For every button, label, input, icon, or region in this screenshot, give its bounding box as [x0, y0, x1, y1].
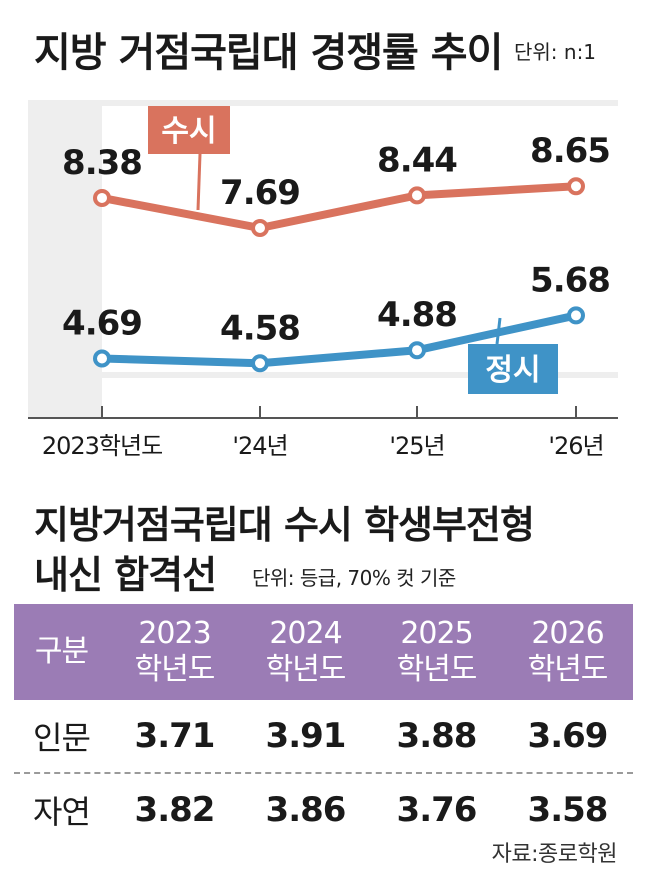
header-suffix: 학년도	[527, 652, 609, 687]
table-cell: 3.88	[396, 716, 478, 756]
series-tag-label: 정시	[485, 353, 540, 388]
data-point	[251, 218, 269, 237]
table-title-line2: 내신 합격선	[34, 553, 217, 597]
header-year-2025: 2025 학년도	[371, 604, 502, 700]
table-cell: 3.86	[265, 790, 347, 830]
x-tick-label: '24년	[232, 432, 287, 460]
data-point	[567, 177, 585, 196]
data-label: 4.88	[377, 295, 457, 335]
series-tag-box	[468, 344, 558, 394]
table-header: 구분 2023 학년도 2024 학년도 2025 학년도 2026 학년도	[14, 604, 633, 700]
data-point	[567, 306, 585, 325]
table-cell: 3.82	[134, 790, 216, 830]
series-tag-pointer	[495, 317, 502, 345]
data-label: 8.38	[62, 143, 142, 183]
header-year-2023: 2023 학년도	[109, 604, 240, 700]
table-cell: 3.91	[265, 716, 347, 756]
x-tick-label: '25년	[389, 432, 444, 460]
header-suffix: 학년도	[134, 652, 216, 687]
header-year-2024: 2024 학년도	[240, 604, 371, 700]
row-divider	[14, 772, 633, 774]
table-cell: 3.69	[527, 716, 609, 756]
data-label: 7.69	[220, 173, 300, 213]
x-tick-label: 2023학년도	[42, 432, 162, 460]
series-tag-pointer	[196, 153, 202, 211]
data-label: 8.44	[377, 140, 457, 180]
table-cell: 3.71	[134, 716, 216, 756]
data-point	[93, 349, 111, 368]
line-chart: 2023학년도 '24년 '25년 '26년 8.38 7.69 8.44 8.65 4.69…	[28, 100, 618, 460]
table-title: 지방거점국립대 수시 학생부전형 내신 합격선	[34, 500, 535, 600]
header-label: 구분	[34, 634, 89, 669]
table-unit: 단위: 등급, 70% 컷 기준	[252, 566, 456, 590]
series-tag-box	[148, 106, 230, 154]
series-line-jeongsi	[98, 311, 580, 368]
data-label: 4.58	[220, 308, 300, 348]
data-label: 4.69	[62, 303, 142, 343]
data-point	[408, 186, 426, 205]
table-cell: 3.76	[396, 790, 478, 830]
data-point	[93, 188, 111, 207]
cutoff-table: 구분 2023 학년도 2024 학년도 2025 학년도 2026 학년도 인…	[14, 604, 633, 846]
table-cell: 3.58	[527, 790, 609, 830]
source-credit: 자료:종로학원	[491, 842, 618, 867]
x-tick-label: '26년	[548, 432, 603, 460]
chart-title: 지방 거점국립대 경쟁률 추이	[34, 30, 503, 76]
table-row-humanities: 인문 3.71 3.91 3.88 3.69	[14, 700, 633, 772]
chart-unit: 단위: n:1	[514, 40, 597, 64]
header-suffix: 학년도	[265, 652, 347, 687]
table-row-natural: 자연 3.82 3.86 3.76 3.58	[14, 774, 633, 846]
data-label: 5.68	[530, 260, 610, 300]
header-year: 2024	[269, 616, 342, 651]
table-title-line1: 지방거점국립대 수시 학생부전형	[34, 503, 535, 547]
data-label: 8.65	[530, 131, 610, 171]
row-label: 인문	[33, 719, 91, 757]
row-label: 자연	[33, 793, 91, 831]
series-tag-label: 수시	[161, 114, 216, 149]
header-year: 2023	[138, 616, 211, 651]
series-line-susi	[98, 182, 580, 232]
header-year: 2026	[531, 616, 604, 651]
header-suffix: 학년도	[396, 652, 478, 687]
data-point	[408, 341, 426, 360]
header-year: 2025	[400, 616, 473, 651]
header-year-2026: 2026 학년도	[502, 604, 633, 700]
data-point	[251, 354, 269, 373]
